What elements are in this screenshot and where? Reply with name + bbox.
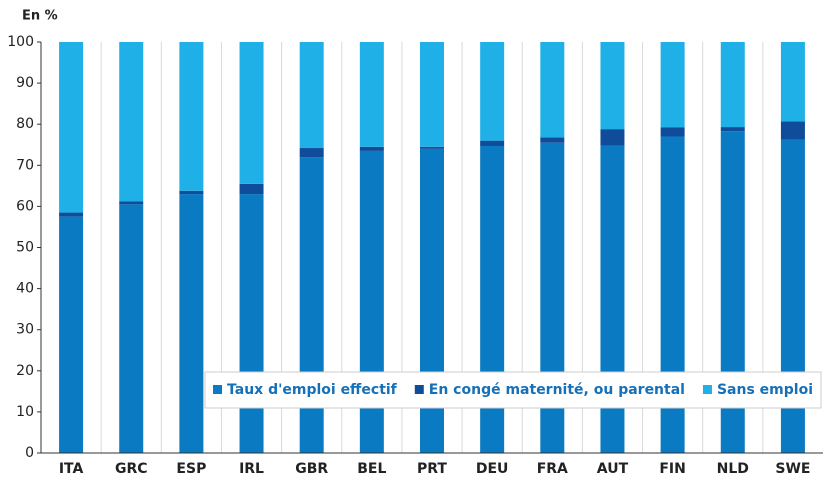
- y-tick-label: 100: [7, 34, 34, 50]
- bar-segment: [299, 157, 324, 453]
- y-tick-label: 0: [25, 445, 34, 461]
- bar-segment: [59, 42, 84, 213]
- y-axis-label: En %: [22, 9, 58, 24]
- y-tick-label: 90: [16, 75, 34, 91]
- bar-segment: [420, 146, 444, 149]
- y-tick-label: 10: [16, 404, 34, 420]
- bar-segment: [179, 190, 204, 195]
- bar-segment: [179, 194, 204, 453]
- legend-swatch: [414, 385, 424, 394]
- bar-segment: [660, 42, 685, 128]
- bar-segment: [239, 183, 264, 195]
- bar-segment: [239, 194, 264, 453]
- y-tick-label: 60: [16, 198, 34, 214]
- x-tick-label: GBR: [295, 461, 328, 477]
- bar-segment: [780, 42, 805, 122]
- x-tick-label: ITA: [59, 461, 84, 477]
- bar-segment: [540, 42, 565, 138]
- x-tick-label: DEU: [476, 461, 509, 477]
- bar-segment: [359, 42, 384, 147]
- x-tick-label: SWE: [775, 461, 810, 477]
- legend-swatch: [213, 385, 222, 394]
- bar-segment: [540, 137, 565, 143]
- bar-segment: [480, 140, 505, 146]
- bar-segment: [660, 127, 685, 137]
- y-tick-label: 70: [16, 157, 34, 173]
- y-tick-label: 20: [16, 363, 34, 379]
- x-tick-label: FRA: [537, 461, 568, 477]
- legend-label: En congé maternité, ou parental: [429, 382, 685, 398]
- bar-segment: [780, 121, 805, 140]
- x-tick-label: BEL: [357, 461, 386, 477]
- x-tick-label: ESP: [176, 461, 206, 477]
- bar-segment: [480, 42, 505, 141]
- legend-label: Sans emploi: [717, 382, 813, 398]
- legend-swatch: [702, 385, 712, 394]
- y-tick-label: 50: [16, 240, 34, 256]
- bar-segment: [119, 201, 144, 205]
- bar-segment: [59, 212, 84, 217]
- bar-segment: [59, 216, 84, 453]
- bar-segment: [119, 42, 144, 202]
- bar-segment: [359, 146, 384, 151]
- bar-segment: [600, 129, 625, 146]
- x-tick-label: AUT: [597, 461, 629, 477]
- bar-segment: [239, 42, 264, 184]
- bar-segment: [299, 42, 324, 149]
- y-tick-label: 80: [16, 116, 34, 132]
- y-tick-label: 30: [16, 322, 34, 338]
- legend-label: Taux d'emploi effectif: [227, 382, 398, 398]
- bar-segment: [299, 148, 324, 158]
- bar-segment: [179, 42, 204, 191]
- bar-segment: [720, 42, 745, 128]
- x-tick-label: PRT: [417, 461, 447, 477]
- y-tick-label: 40: [16, 281, 34, 297]
- legend: Taux d'emploi effectif En congé maternité…: [204, 371, 822, 409]
- bar-segment: [600, 42, 625, 130]
- x-tick-label: IRL: [239, 461, 264, 477]
- x-tick-label: FIN: [659, 461, 686, 477]
- legend-box: [204, 371, 822, 409]
- bar-segment: [720, 127, 745, 132]
- bar-segment: [420, 42, 444, 147]
- x-tick-label: GRC: [115, 461, 148, 477]
- x-tick-label: NLD: [717, 461, 749, 477]
- bar-segment: [119, 204, 144, 453]
